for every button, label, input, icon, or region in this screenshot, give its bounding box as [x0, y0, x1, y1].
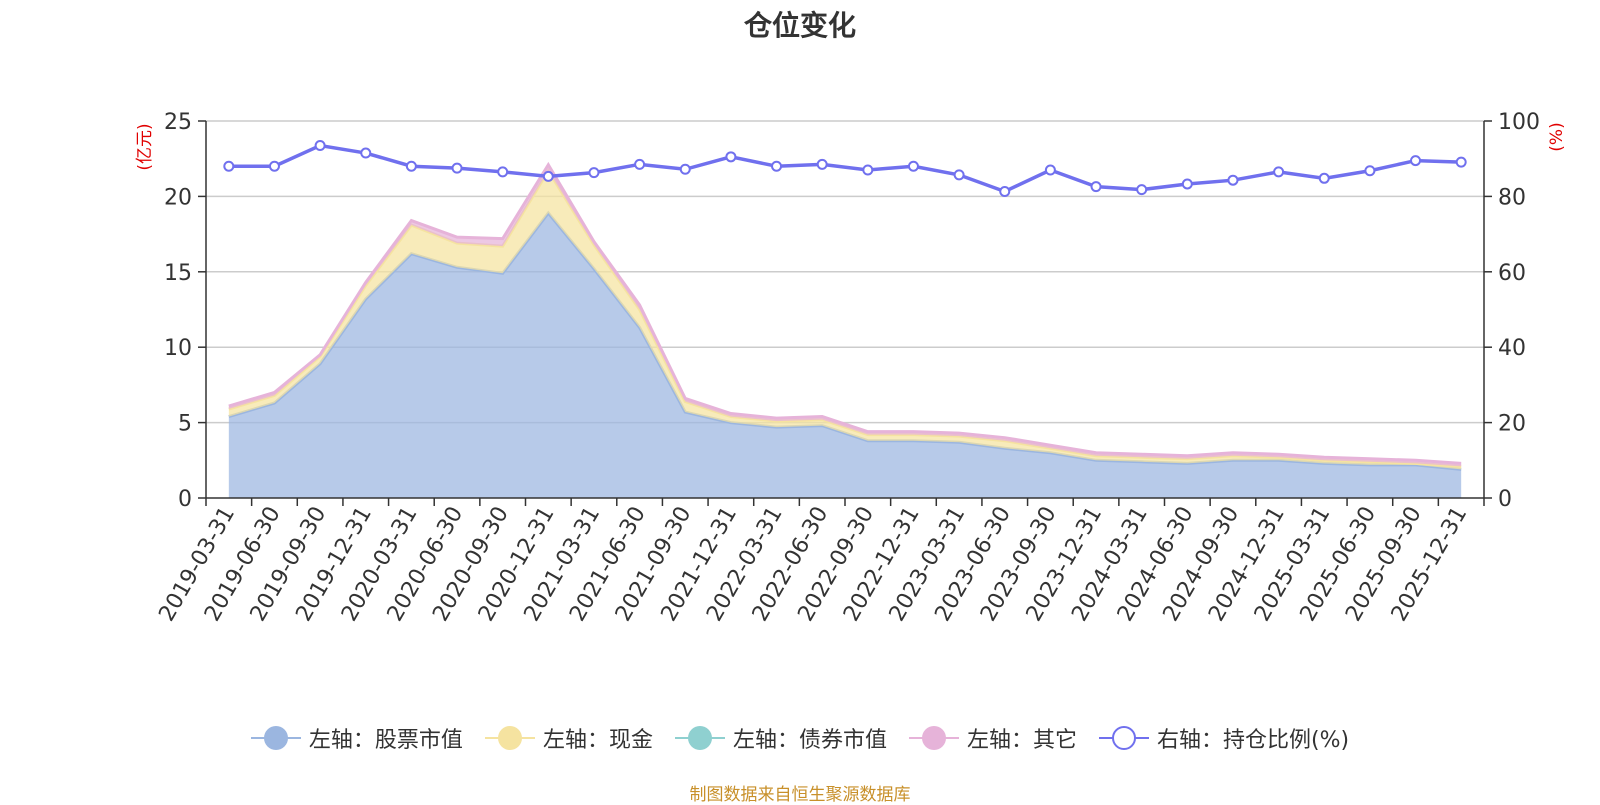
left-tick-label: 20 [164, 185, 192, 210]
legend-swatch-dot [263, 726, 288, 750]
legend-swatch [250, 725, 301, 751]
legend-swatch [1098, 725, 1149, 751]
holding-ratio-point [816, 158, 828, 170]
left-tick-label: 5 [178, 412, 192, 437]
left-tick-label: 0 [178, 487, 192, 512]
holding-ratio-point [725, 151, 737, 163]
holding-ratio-point [1364, 165, 1376, 177]
right-tick-label: 40 [1498, 336, 1526, 361]
chart-legend: 左轴：股票市值 左轴：现金 左轴：债券市值 左轴：其它 右轴：持仓比例(%) [0, 722, 1600, 754]
legend-swatch-dot [687, 726, 712, 750]
legend-swatch [908, 725, 959, 751]
legend-swatch [674, 725, 725, 751]
holding-ratio-point [1273, 166, 1285, 178]
holding-ratio-point [314, 140, 326, 152]
holding-ratio-point [1410, 155, 1422, 167]
holding-ratio-point [1181, 178, 1193, 190]
legend-label: 左轴：股票市值 [308, 728, 463, 753]
left-tick-label: 10 [164, 336, 192, 361]
right-tick-label: 100 [1498, 110, 1540, 135]
right-tick-label: 0 [1498, 487, 1512, 512]
legend-label: 左轴：现金 [542, 728, 653, 753]
holding-ratio-point [771, 160, 783, 172]
legend-item[interactable]: 左轴：现金 [484, 722, 653, 754]
area-左轴：股票市值 [228, 212, 1462, 498]
legend-item[interactable]: 左轴：其它 [908, 722, 1077, 754]
holding-ratio-point [588, 167, 600, 179]
holding-ratio-point [1044, 164, 1056, 176]
holding-ratio-point [999, 185, 1011, 197]
legend-swatch-dot [1111, 726, 1136, 750]
chart-title: 仓位变化 [743, 9, 856, 42]
right-tick-label: 60 [1498, 261, 1526, 286]
legend-item[interactable]: 左轴：债券市值 [674, 722, 887, 754]
legend-label: 左轴：其它 [966, 728, 1077, 753]
data-source-note: 制图数据来自恒生聚源数据库 [689, 785, 911, 805]
holding-ratio-point [497, 166, 509, 178]
legend-swatch-dot [921, 726, 946, 750]
holding-ratio-point [1318, 172, 1330, 184]
left-tick-label: 15 [164, 261, 192, 286]
holding-ratio-point [953, 169, 965, 181]
left-tick-label: 25 [164, 110, 192, 135]
right-tick-label: 80 [1498, 185, 1526, 210]
legend-swatch [484, 725, 535, 751]
legend-label: 左轴：债券市值 [732, 728, 887, 753]
legend-item[interactable]: 右轴：持仓比例(%) [1098, 722, 1350, 754]
holding-ratio-point [542, 170, 554, 182]
holding-ratio-point [223, 160, 235, 172]
line-左轴：其它 [228, 161, 1462, 465]
holding-ratio-line [228, 143, 1462, 194]
legend-label: 右轴：持仓比例(%) [1156, 728, 1350, 753]
legend-item[interactable]: 左轴：股票市值 [250, 722, 463, 754]
holding-ratio-point [679, 163, 691, 175]
holding-ratio-point [1227, 174, 1239, 186]
holding-ratio-point [907, 160, 919, 172]
holding-ratio-point [268, 160, 280, 172]
holding-ratio-point [1136, 184, 1148, 196]
holding-ratio-point [360, 147, 372, 159]
holding-ratio-point [1090, 181, 1102, 193]
holding-ratio-point [862, 164, 874, 176]
legend-swatch-dot [497, 726, 522, 750]
holding-ratio-point [634, 158, 646, 170]
right-tick-label: 20 [1498, 412, 1526, 437]
left-axis-unit: (亿元) [135, 123, 155, 170]
right-axis-unit: (%) [1547, 122, 1567, 151]
holding-ratio-point [451, 162, 463, 174]
holding-ratio-point [405, 160, 417, 172]
holding-ratio-point [1455, 156, 1467, 168]
